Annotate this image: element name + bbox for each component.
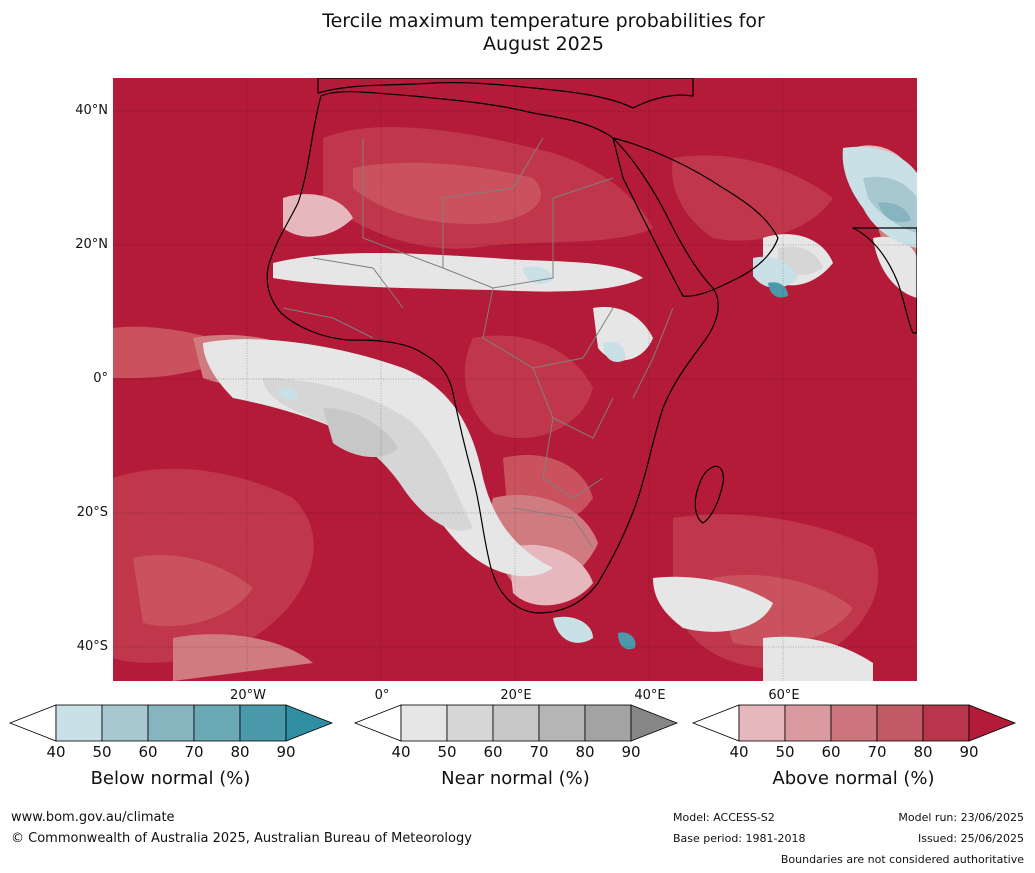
colorbar-tick-label: 40 [729,743,749,761]
issued-text: Issued: 25/06/2025 [917,832,1024,845]
copyright-text: © Commonwealth of Australia 2025, Austra… [11,831,472,846]
colorbar-tick-label: 80 [575,743,595,761]
arabian-peninsula-coastline [612,137,779,297]
colorbar-tick-label: 60 [138,743,158,761]
lat-label-20s: 20°S [76,505,108,520]
colorbar-segment [400,704,448,742]
lon-label-0: 0° [374,688,390,703]
lat-label-40s: 40°S [76,639,108,654]
lon-label-20w: 20°W [230,688,266,703]
colorbar-high-extend [630,704,679,742]
colorbar-segment [101,704,149,742]
title-line-2: August 2025 [483,33,604,55]
country-boundaries [282,137,674,549]
lat-label-40n: 40°N [75,103,108,118]
colorbar-segment [492,704,540,742]
below-normal-patches [278,146,917,650]
colorbar-tick-label: 40 [46,743,66,761]
colorbar-low-extend [353,704,402,742]
chart-title: Tercile maximum temperature probabilitie… [0,10,1035,56]
colorbar-low-extend [8,704,57,742]
colorbar-low-extend [691,704,740,742]
above-normal-label: Above normal (%) [772,768,935,789]
lat-label-20n: 20°N [75,237,108,252]
lon-label-40e: 40°E [634,688,666,703]
india-coastline [852,227,917,334]
colorbar-segment [446,704,494,742]
colorbar-segment [784,704,832,742]
lat-label-0: 0° [93,371,108,386]
below-normal-label: Below normal (%) [90,768,251,789]
colorbar-segment [193,704,241,742]
map-svg [113,78,917,681]
colorbar-high-extend [285,704,334,742]
colorbar-segment [239,704,287,742]
colorbar-tick-label: 50 [775,743,795,761]
near-normal-colorbar [353,704,679,742]
colorbar-tick-label: 60 [483,743,503,761]
colorbar-tick-label: 50 [437,743,457,761]
title-line-1: Tercile maximum temperature probabilitie… [322,10,765,32]
colorbar-tick-label: 70 [529,743,549,761]
probability-map [113,78,917,681]
colorbar-tick-label: 80 [913,743,933,761]
colorbar-svg [691,704,1017,742]
colorbar-segment [147,704,195,742]
below-normal-colorbar [8,704,334,742]
near-normal-label: Near normal (%) [441,768,590,789]
colorbar-tick-label: 40 [391,743,411,761]
colorbar-segment [922,704,970,742]
colorbar-segment [830,704,878,742]
colorbar-svg [353,704,679,742]
disclaimer-text: Boundaries are not considered authoritat… [780,853,1024,866]
colorbar-segment [738,704,786,742]
coastlines [266,78,917,614]
website-link[interactable]: www.bom.gov.au/climate [11,810,175,825]
madagascar-coastline [694,465,724,524]
colorbar-segment [538,704,586,742]
lon-label-20e: 20°E [500,688,532,703]
above-normal-colorbar [691,704,1017,742]
colorbar-high-extend [968,704,1017,742]
colorbar-segment [55,704,103,742]
model-text: Model: ACCESS-S2 [673,811,775,824]
lon-label-60e: 60°E [768,688,800,703]
colorbar-svg [8,704,334,742]
colorbar-tick-label: 80 [230,743,250,761]
colorbar-tick-label: 90 [959,743,979,761]
mediterranean-north-coast [317,78,694,109]
colorbar-tick-label: 90 [621,743,641,761]
colorbar-tick-label: 70 [184,743,204,761]
colorbar-tick-label: 60 [821,743,841,761]
colorbar-segment [876,704,924,742]
colorbar-segment [584,704,632,742]
base-period-text: Base period: 1981-2018 [673,832,806,845]
colorbar-tick-label: 70 [867,743,887,761]
gridlines [113,78,917,681]
colorbar-tick-label: 50 [92,743,112,761]
model-run-text: Model run: 23/06/2025 [898,811,1024,824]
colorbar-tick-label: 90 [276,743,296,761]
